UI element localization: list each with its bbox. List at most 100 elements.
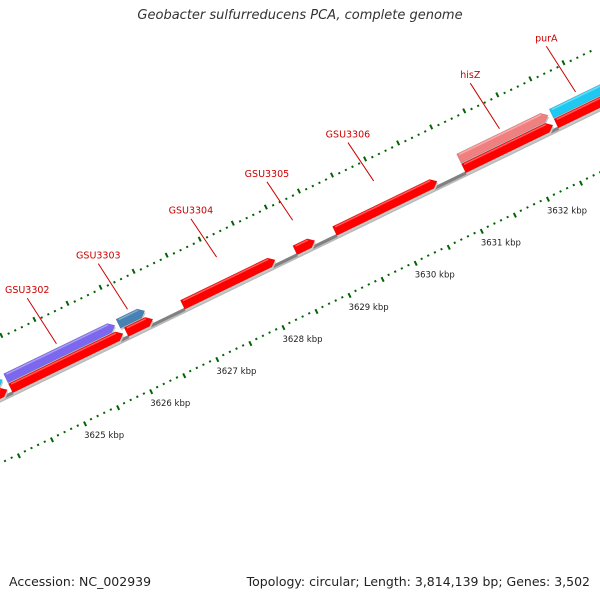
tick-upper <box>569 59 573 63</box>
tick-lower <box>175 376 179 379</box>
tick-lower <box>321 305 324 309</box>
tick-lower <box>63 430 66 434</box>
tick-upper <box>238 219 242 223</box>
gene-highlight <box>10 332 117 385</box>
tick-lower <box>248 340 253 347</box>
tick-upper <box>330 172 334 178</box>
tick-lower <box>347 292 352 299</box>
tick-upper <box>417 133 420 136</box>
tick-upper <box>324 178 328 181</box>
tick-lower <box>155 385 159 389</box>
tick-lower <box>288 321 291 325</box>
tick-upper <box>549 69 553 72</box>
gene-label: GSU3303 <box>76 251 121 262</box>
tick-lower <box>380 276 385 283</box>
tick-lower <box>459 238 463 241</box>
tick-lower <box>387 273 390 277</box>
tick-upper <box>337 171 341 175</box>
tick-lower <box>182 372 187 379</box>
tick-lower <box>83 421 88 427</box>
tick-lower <box>254 337 258 341</box>
tick-upper <box>205 235 209 239</box>
gene-gm <box>553 96 600 129</box>
tick-lower <box>215 356 220 363</box>
tick-upper <box>304 187 308 191</box>
tick-lower <box>102 411 106 415</box>
tick-lower <box>519 209 523 212</box>
scale-label: 3631 kbp <box>481 239 521 249</box>
tick-upper <box>390 146 394 149</box>
tick-upper <box>450 117 454 120</box>
tick-upper <box>503 91 506 95</box>
tick-lower <box>268 331 271 334</box>
tick-lower <box>572 183 576 187</box>
tick-lower <box>433 251 437 254</box>
tick-upper <box>363 156 368 162</box>
tick-upper <box>437 123 440 127</box>
tick-lower <box>493 222 496 225</box>
tick-upper <box>7 332 10 335</box>
tick-lower <box>526 206 529 209</box>
tick-lower <box>202 363 205 366</box>
tick-upper <box>40 316 44 319</box>
tick-upper <box>285 197 288 201</box>
tick-lower <box>69 427 73 431</box>
tick-lower <box>241 344 245 347</box>
tick-lower <box>89 417 93 421</box>
tick-upper <box>296 188 301 194</box>
tick-upper <box>98 284 103 290</box>
gene-label: GSU3304 <box>169 206 214 217</box>
tick-upper <box>410 136 414 140</box>
tick-lower <box>169 379 172 383</box>
tick-lower <box>466 234 470 238</box>
tick-upper <box>404 139 407 143</box>
gene-highlight <box>118 309 139 321</box>
tick-upper <box>0 332 4 339</box>
tick-upper <box>377 152 381 156</box>
tick-upper <box>86 293 90 297</box>
tick-upper <box>384 149 387 153</box>
gene-gsu3302 <box>3 323 116 384</box>
gene-gsu3306 <box>332 179 438 236</box>
gene-label-leader <box>97 263 128 310</box>
gene-gsu3303 <box>115 308 146 329</box>
tick-upper <box>462 108 467 114</box>
tick-upper <box>251 213 255 217</box>
tick-upper <box>46 312 50 316</box>
tick-lower <box>307 311 311 315</box>
tick-upper <box>396 140 401 146</box>
tick-lower <box>532 202 536 206</box>
tick-lower <box>327 302 331 306</box>
tick-lower <box>96 414 99 418</box>
tick-upper <box>212 232 215 236</box>
gene-highlight <box>551 85 600 111</box>
tick-upper <box>225 226 229 230</box>
gene-label-leader <box>469 82 500 130</box>
tick-upper <box>164 252 169 258</box>
tick-upper <box>13 329 17 332</box>
tick-upper <box>589 49 592 53</box>
tick-upper <box>139 268 143 271</box>
tick-lower <box>360 286 364 289</box>
tick-upper <box>146 264 149 268</box>
tick-lower <box>420 257 423 261</box>
gene-highlight <box>463 123 547 165</box>
tick-lower <box>301 315 304 318</box>
tick-upper <box>230 220 235 226</box>
tick-upper <box>456 114 460 117</box>
tick-lower <box>314 308 319 315</box>
gene-labels: GSU3302 GSU3303 hisZ purA GSU3304 GSU3305 GSU3… <box>5 33 576 344</box>
tick-lower <box>129 398 133 402</box>
tick-upper <box>27 322 30 326</box>
tick-upper <box>318 181 321 185</box>
tick-lower <box>512 212 517 218</box>
tick-lower <box>565 186 569 190</box>
tick-lower <box>354 289 357 293</box>
tick-lower <box>426 254 430 257</box>
tick-lower <box>479 228 484 234</box>
tick-upper <box>490 98 493 101</box>
gene-highlight <box>556 97 600 121</box>
tick-upper <box>556 65 559 69</box>
gene-gl <box>460 122 554 174</box>
